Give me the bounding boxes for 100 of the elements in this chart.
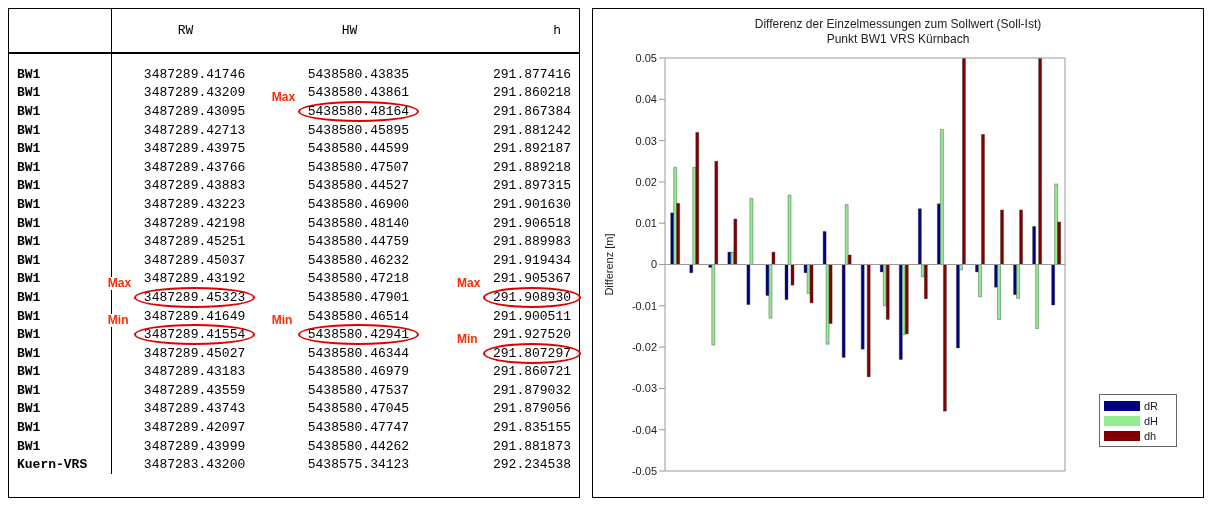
text: 291.860721	[492, 364, 571, 380]
y-tick-label: -0.04	[631, 423, 657, 436]
text: 291.881242	[492, 122, 571, 138]
text: 3487289.43883	[143, 178, 246, 194]
text: 291.892187	[492, 141, 571, 157]
y-tick-label: 0.05	[635, 51, 657, 64]
text: 3487289.42097	[143, 420, 246, 436]
text: 5438580.42941	[307, 327, 410, 343]
y-tick-label: -0.03	[631, 382, 657, 395]
category-label: BW1	[17, 141, 41, 157]
text: 291.906518	[492, 215, 571, 231]
text: 291.807297	[492, 345, 571, 361]
text: 291.901630	[492, 196, 571, 212]
text: 5438580.47901	[307, 289, 410, 305]
y-tick-label: 0.02	[635, 175, 657, 188]
text: 3487289.43975	[143, 141, 246, 157]
text: 3487289.43743	[143, 401, 246, 417]
text: 5438580.46344	[307, 345, 410, 361]
text: 291.867384	[492, 103, 571, 119]
text: 5438580.46900	[307, 196, 410, 212]
legend-label: dR	[1144, 399, 1159, 412]
text: 291.835155	[492, 420, 571, 436]
category-label: h	[552, 22, 562, 40]
text: Min	[107, 313, 129, 328]
text: Max	[107, 275, 132, 290]
category-label: BW1	[17, 196, 41, 212]
text: 291.905367	[492, 271, 571, 287]
text: 291.927520	[492, 327, 571, 343]
text: 5438580.46514	[307, 308, 410, 324]
text: 3487289.45323	[143, 289, 246, 305]
text: Max	[271, 89, 296, 104]
category-label: BW1	[17, 215, 41, 231]
text: Min	[271, 313, 293, 328]
category-label: BW1	[17, 308, 41, 324]
category-label: BW1	[17, 252, 41, 268]
text: 3487289.43183	[143, 364, 246, 380]
text: 291.919434	[492, 252, 571, 268]
category-label: BW1	[17, 420, 41, 436]
text: 5438580.44759	[307, 234, 410, 250]
text: 3487289.43999	[143, 438, 246, 454]
category-label: BW1	[17, 438, 41, 454]
text: 3487289.42713	[143, 122, 246, 138]
text: 291.908930	[492, 289, 571, 305]
text: 3487289.43095	[143, 103, 246, 119]
text: 5438580.47045	[307, 401, 410, 417]
text: 3487289.41554	[143, 327, 246, 343]
text: 5438580.46979	[307, 364, 410, 380]
text: 291.860218	[492, 85, 571, 101]
text: 5438580.44527	[307, 178, 410, 194]
text: 5438580.47537	[307, 382, 410, 398]
text: 5438580.48164	[307, 103, 410, 119]
y-tick-label: -0.02	[631, 341, 657, 354]
y-axis-title: Differenz [m]	[602, 233, 615, 296]
chart-title: Differenz der Einzelmessungen zum Sollwert (Soll-Ist)	[753, 17, 1043, 32]
text: 5438575.34123	[307, 457, 410, 473]
text: Min	[456, 331, 478, 346]
category-label: BW1	[17, 178, 41, 194]
text: 5438580.44262	[307, 438, 410, 454]
text: 3487289.42198	[143, 215, 246, 231]
category-label: BW1	[17, 234, 41, 250]
text: 292.234538	[492, 457, 571, 473]
category-label: BW1	[17, 85, 41, 101]
text: 291.881873	[492, 438, 571, 454]
category-label: Kuern-VRS	[17, 457, 88, 473]
text: 3487289.43559	[143, 382, 246, 398]
text: 5438580.47507	[307, 159, 410, 175]
y-tick-label: -0.01	[631, 299, 657, 312]
category-label: BW1	[17, 159, 41, 175]
text: 3487289.41649	[143, 308, 246, 324]
text: 291.889983	[492, 234, 571, 250]
text: 3487289.41746	[143, 66, 246, 82]
text: 3487289.43192	[143, 271, 246, 287]
category-label: BW1	[17, 327, 41, 343]
text: 5438580.47747	[307, 420, 410, 436]
text: 291.889218	[492, 159, 571, 175]
text: 5438580.43835	[307, 66, 410, 82]
category-label: BW1	[17, 103, 41, 119]
text: 3487289.45027	[143, 345, 246, 361]
text: 5438580.44599	[307, 141, 410, 157]
y-tick-label: 0.04	[635, 93, 657, 106]
y-tick-label: -0.05	[631, 464, 657, 477]
text: 291.900511	[492, 308, 571, 324]
text: 5438580.45895	[307, 122, 410, 138]
text: 3487289.43766	[143, 159, 246, 175]
category-label: BW1	[17, 289, 41, 305]
text: 5438580.46232	[307, 252, 410, 268]
text: 5438580.43861	[307, 85, 410, 101]
y-tick-label: 0.03	[635, 134, 657, 147]
category-label: BW1	[17, 382, 41, 398]
text: 291.879056	[492, 401, 571, 417]
text: 5438580.47218	[307, 271, 410, 287]
text: 3487289.45037	[143, 252, 246, 268]
text: 291.879032	[492, 382, 571, 398]
category-label: BW1	[17, 401, 41, 417]
y-tick-label: 0	[650, 258, 657, 271]
y-tick-label: 0.01	[635, 217, 657, 230]
chart-subtitle: Punkt BW1 VRS Kürnbach	[825, 32, 971, 47]
category-label: BW1	[17, 122, 41, 138]
text: 3487289.43209	[143, 85, 246, 101]
text: Max	[456, 275, 481, 290]
